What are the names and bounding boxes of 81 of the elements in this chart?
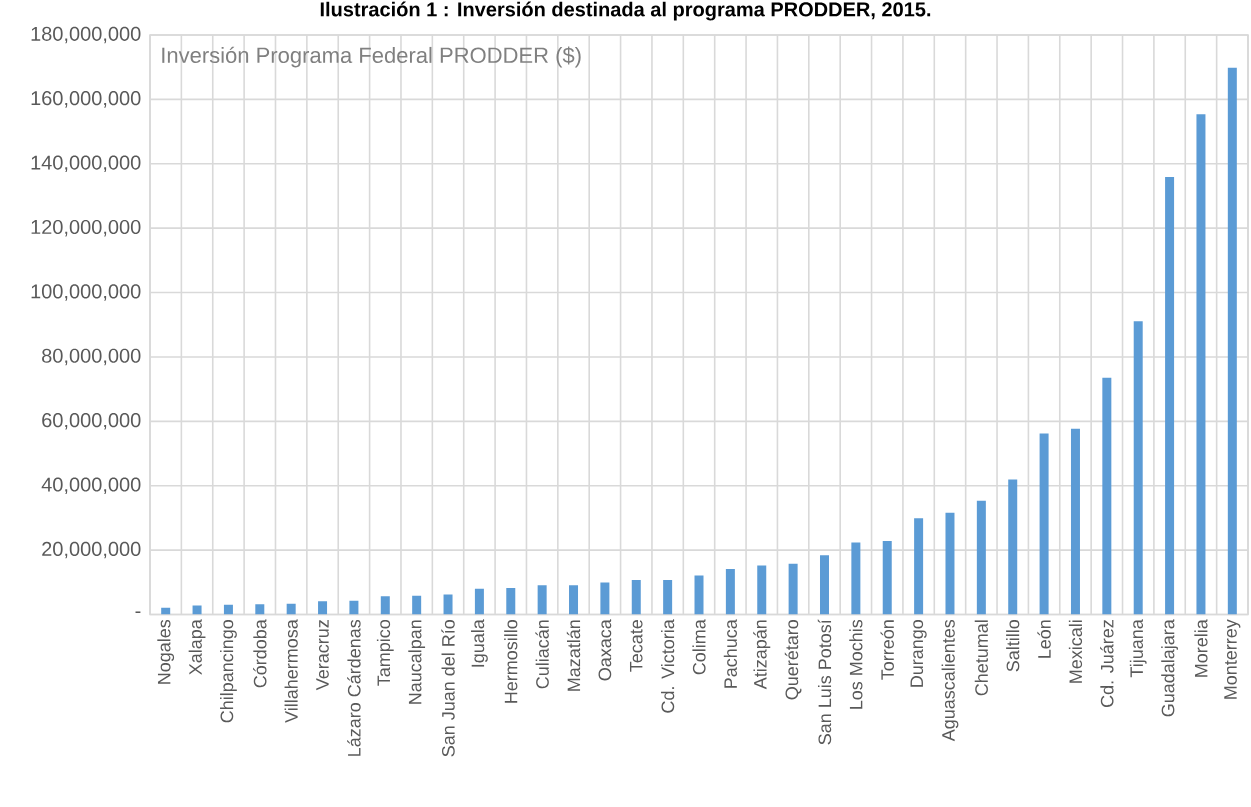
x-tick-label: Los Mochis xyxy=(849,619,863,709)
x-tick-label: Querétaro xyxy=(784,619,802,700)
bar xyxy=(569,585,579,615)
bar xyxy=(1196,114,1206,615)
bar xyxy=(851,542,861,615)
x-tick-label: Saltillo xyxy=(1006,619,1020,672)
bar xyxy=(412,595,422,615)
bar xyxy=(223,604,233,615)
x-tick-label: Chetumal xyxy=(974,620,988,696)
bar xyxy=(349,600,359,615)
x-tick-label: Cd. Victoria xyxy=(661,619,675,713)
x-tick-label: Veracruz xyxy=(316,620,329,691)
bar xyxy=(1133,321,1143,615)
y-tick-label: 180,000,000 xyxy=(31,26,141,44)
x-tick-label: Xalapa xyxy=(188,619,206,675)
x-tick-label: Morelia xyxy=(1194,619,1208,677)
bar xyxy=(506,588,516,615)
bar xyxy=(443,594,453,615)
x-tick-label: Tecate xyxy=(629,619,643,672)
x-tick-label: Chilpancingo xyxy=(220,619,237,723)
x-tick-label: Atizapán xyxy=(753,620,771,690)
x-tick-label: Tampico xyxy=(376,619,394,686)
x-tick-label: Oaxaca xyxy=(598,619,612,681)
bar xyxy=(1165,176,1175,615)
bar xyxy=(474,588,484,615)
bar xyxy=(318,601,328,615)
bar xyxy=(1227,67,1237,615)
bar xyxy=(286,603,296,615)
x-tick-label: Cd. Juárez xyxy=(1100,620,1114,707)
x-tick-label: Lázaro Cárdenas xyxy=(347,619,361,756)
x-tick-label: Durango xyxy=(910,619,927,687)
x-tick-label: Tijuana xyxy=(1129,619,1147,678)
bar xyxy=(1070,428,1080,615)
bar xyxy=(537,585,547,615)
x-tick-label: Villahermosa xyxy=(284,619,298,723)
bar xyxy=(819,555,829,615)
chart-subtitle: Inversión Programa Federal PRODDER ($) xyxy=(162,46,581,68)
x-tick-label: Mazatlán xyxy=(566,620,581,691)
y-tick-label: 160,000,000 xyxy=(31,91,141,108)
x-tick-label: Torreón xyxy=(880,620,894,680)
bar xyxy=(1102,377,1112,615)
y-tick-label: 20,000,000 xyxy=(42,541,141,559)
x-tick-label: León xyxy=(1037,620,1051,658)
bar xyxy=(1039,433,1049,615)
y-tick-label: 100,000,000 xyxy=(31,284,141,301)
bar xyxy=(914,518,924,615)
x-tick-label: Naucalpan xyxy=(408,620,426,704)
x-tick-label: Guadalajara xyxy=(1161,619,1178,717)
x-tick-label: Mexicali xyxy=(1068,620,1083,683)
x-tick-label: Hermosillo xyxy=(504,619,518,703)
bar xyxy=(600,582,610,615)
bar xyxy=(380,596,390,615)
y-tick-label: 40,000,000 xyxy=(41,477,141,494)
bar xyxy=(945,512,955,615)
bar xyxy=(788,563,798,615)
bar xyxy=(725,569,735,615)
bar xyxy=(663,580,673,615)
x-tick-label: Aguascalientes xyxy=(941,619,959,742)
chart-title: Ilustración 1 : Inversión destinada al programa PRODDER, 2015. xyxy=(320,1,931,21)
y-tick-label: 120,000,000 xyxy=(31,219,141,237)
bar xyxy=(255,604,265,615)
x-tick-label: Iguala xyxy=(471,619,488,667)
bar xyxy=(192,605,202,615)
x-tick-label: Colima xyxy=(692,619,706,675)
bar xyxy=(1008,479,1018,615)
y-tick-label: - xyxy=(135,611,141,613)
x-tick-label: San Juan del Río xyxy=(441,619,455,757)
y-tick-label: 140,000,000 xyxy=(31,155,141,173)
x-tick-label: San Luis Potosí xyxy=(817,619,832,745)
bar xyxy=(757,565,767,615)
x-tick-label: Monterrey xyxy=(1224,619,1241,699)
x-tick-label: Nogales xyxy=(157,619,175,684)
bar xyxy=(694,575,704,615)
bar xyxy=(882,541,892,615)
y-tick-label: 80,000,000 xyxy=(42,348,141,366)
x-tick-label: Córdoba xyxy=(253,619,267,688)
x-tick-label: Culiacán xyxy=(535,620,549,689)
y-tick-label: 60,000,000 xyxy=(42,413,141,430)
x-tick-label: Pachuca xyxy=(723,619,737,688)
bar xyxy=(631,580,641,615)
bar xyxy=(976,500,986,615)
